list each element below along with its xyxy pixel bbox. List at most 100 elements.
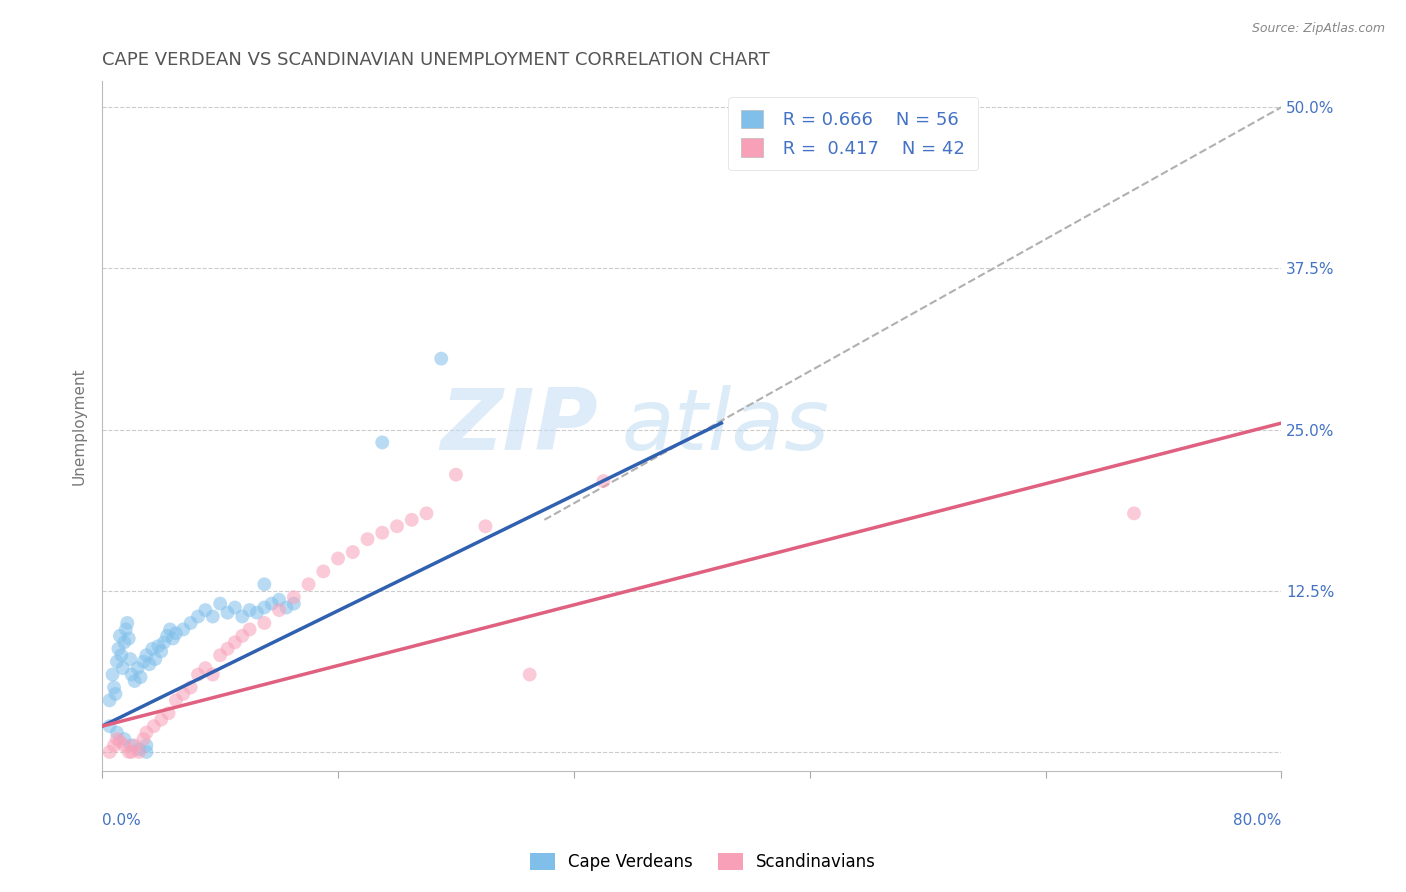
Legend: Cape Verdeans, Scandinavians: Cape Verdeans, Scandinavians [522, 845, 884, 880]
Text: 80.0%: 80.0% [1233, 813, 1281, 828]
Point [101, 667, 124, 681]
Point [103, 681, 125, 695]
Point [112, 635, 135, 649]
Point [118, 745, 141, 759]
Point [121, 739, 143, 753]
Point [430, 351, 453, 366]
Point [153, 635, 176, 649]
Point [104, 687, 127, 701]
Point [143, 652, 166, 666]
Point [165, 693, 187, 707]
Point [201, 667, 224, 681]
Point [217, 641, 239, 656]
Text: CAPE VERDEAN VS SCANDINAVIAN UNEMPLOYMENT CORRELATION CHART: CAPE VERDEAN VS SCANDINAVIAN UNEMPLOYMEN… [103, 51, 770, 69]
Point [297, 577, 319, 591]
Point [283, 597, 305, 611]
Point [519, 667, 541, 681]
Point [283, 590, 305, 604]
Point [107, 641, 129, 656]
Point [239, 623, 262, 637]
Point [124, 673, 146, 688]
Point [108, 629, 131, 643]
Point [105, 732, 128, 747]
Point [194, 603, 217, 617]
Point [231, 629, 253, 643]
Text: atlas: atlas [621, 384, 830, 467]
Point [120, 652, 142, 666]
Point [474, 519, 496, 533]
Point [128, 742, 150, 756]
Point [180, 615, 202, 630]
Point [121, 667, 143, 681]
Point [150, 713, 173, 727]
Point [253, 577, 276, 591]
Point [112, 732, 135, 747]
Point [121, 745, 143, 759]
Point [98, 719, 121, 733]
Point [371, 525, 394, 540]
Point [98, 693, 121, 707]
Point [138, 657, 160, 672]
Point [194, 661, 217, 675]
Point [224, 600, 246, 615]
Point [444, 467, 467, 482]
Text: Source: ZipAtlas.com: Source: ZipAtlas.com [1251, 22, 1385, 36]
Y-axis label: Unemployment: Unemployment [72, 368, 86, 485]
Point [132, 732, 155, 747]
Point [118, 632, 141, 646]
Point [129, 670, 152, 684]
Legend:  R = 0.666    N = 56,  R =  0.417    N = 42: R = 0.666 N = 56, R = 0.417 N = 42 [728, 97, 977, 170]
Point [142, 719, 165, 733]
Point [239, 603, 262, 617]
Point [172, 623, 194, 637]
Point [165, 626, 187, 640]
Point [201, 609, 224, 624]
Point [342, 545, 364, 559]
Point [150, 644, 173, 658]
Point [162, 632, 184, 646]
Point [1123, 507, 1146, 521]
Point [253, 615, 276, 630]
Point [114, 623, 136, 637]
Point [148, 639, 170, 653]
Point [267, 603, 290, 617]
Point [135, 745, 157, 759]
Point [135, 725, 157, 739]
Point [127, 661, 149, 675]
Point [267, 592, 290, 607]
Point [108, 734, 131, 748]
Point [159, 623, 181, 637]
Point [111, 661, 134, 675]
Point [128, 745, 150, 759]
Point [105, 655, 128, 669]
Point [98, 745, 121, 759]
Point [415, 507, 437, 521]
Point [260, 597, 283, 611]
Point [253, 600, 276, 615]
Point [135, 648, 157, 663]
Point [103, 739, 125, 753]
Point [132, 655, 155, 669]
Point [224, 635, 246, 649]
Text: ZIP: ZIP [440, 384, 598, 467]
Point [124, 739, 146, 753]
Point [312, 565, 335, 579]
Point [180, 681, 202, 695]
Point [172, 687, 194, 701]
Point [105, 725, 128, 739]
Point [112, 739, 135, 753]
Point [117, 615, 139, 630]
Point [156, 629, 179, 643]
Point [276, 600, 298, 615]
Point [209, 648, 232, 663]
Text: 0.0%: 0.0% [103, 813, 141, 828]
Point [401, 513, 423, 527]
Point [385, 519, 408, 533]
Point [110, 648, 132, 663]
Point [231, 609, 253, 624]
Point [592, 474, 614, 488]
Point [326, 551, 349, 566]
Point [246, 606, 269, 620]
Point [209, 597, 232, 611]
Point [157, 706, 180, 721]
